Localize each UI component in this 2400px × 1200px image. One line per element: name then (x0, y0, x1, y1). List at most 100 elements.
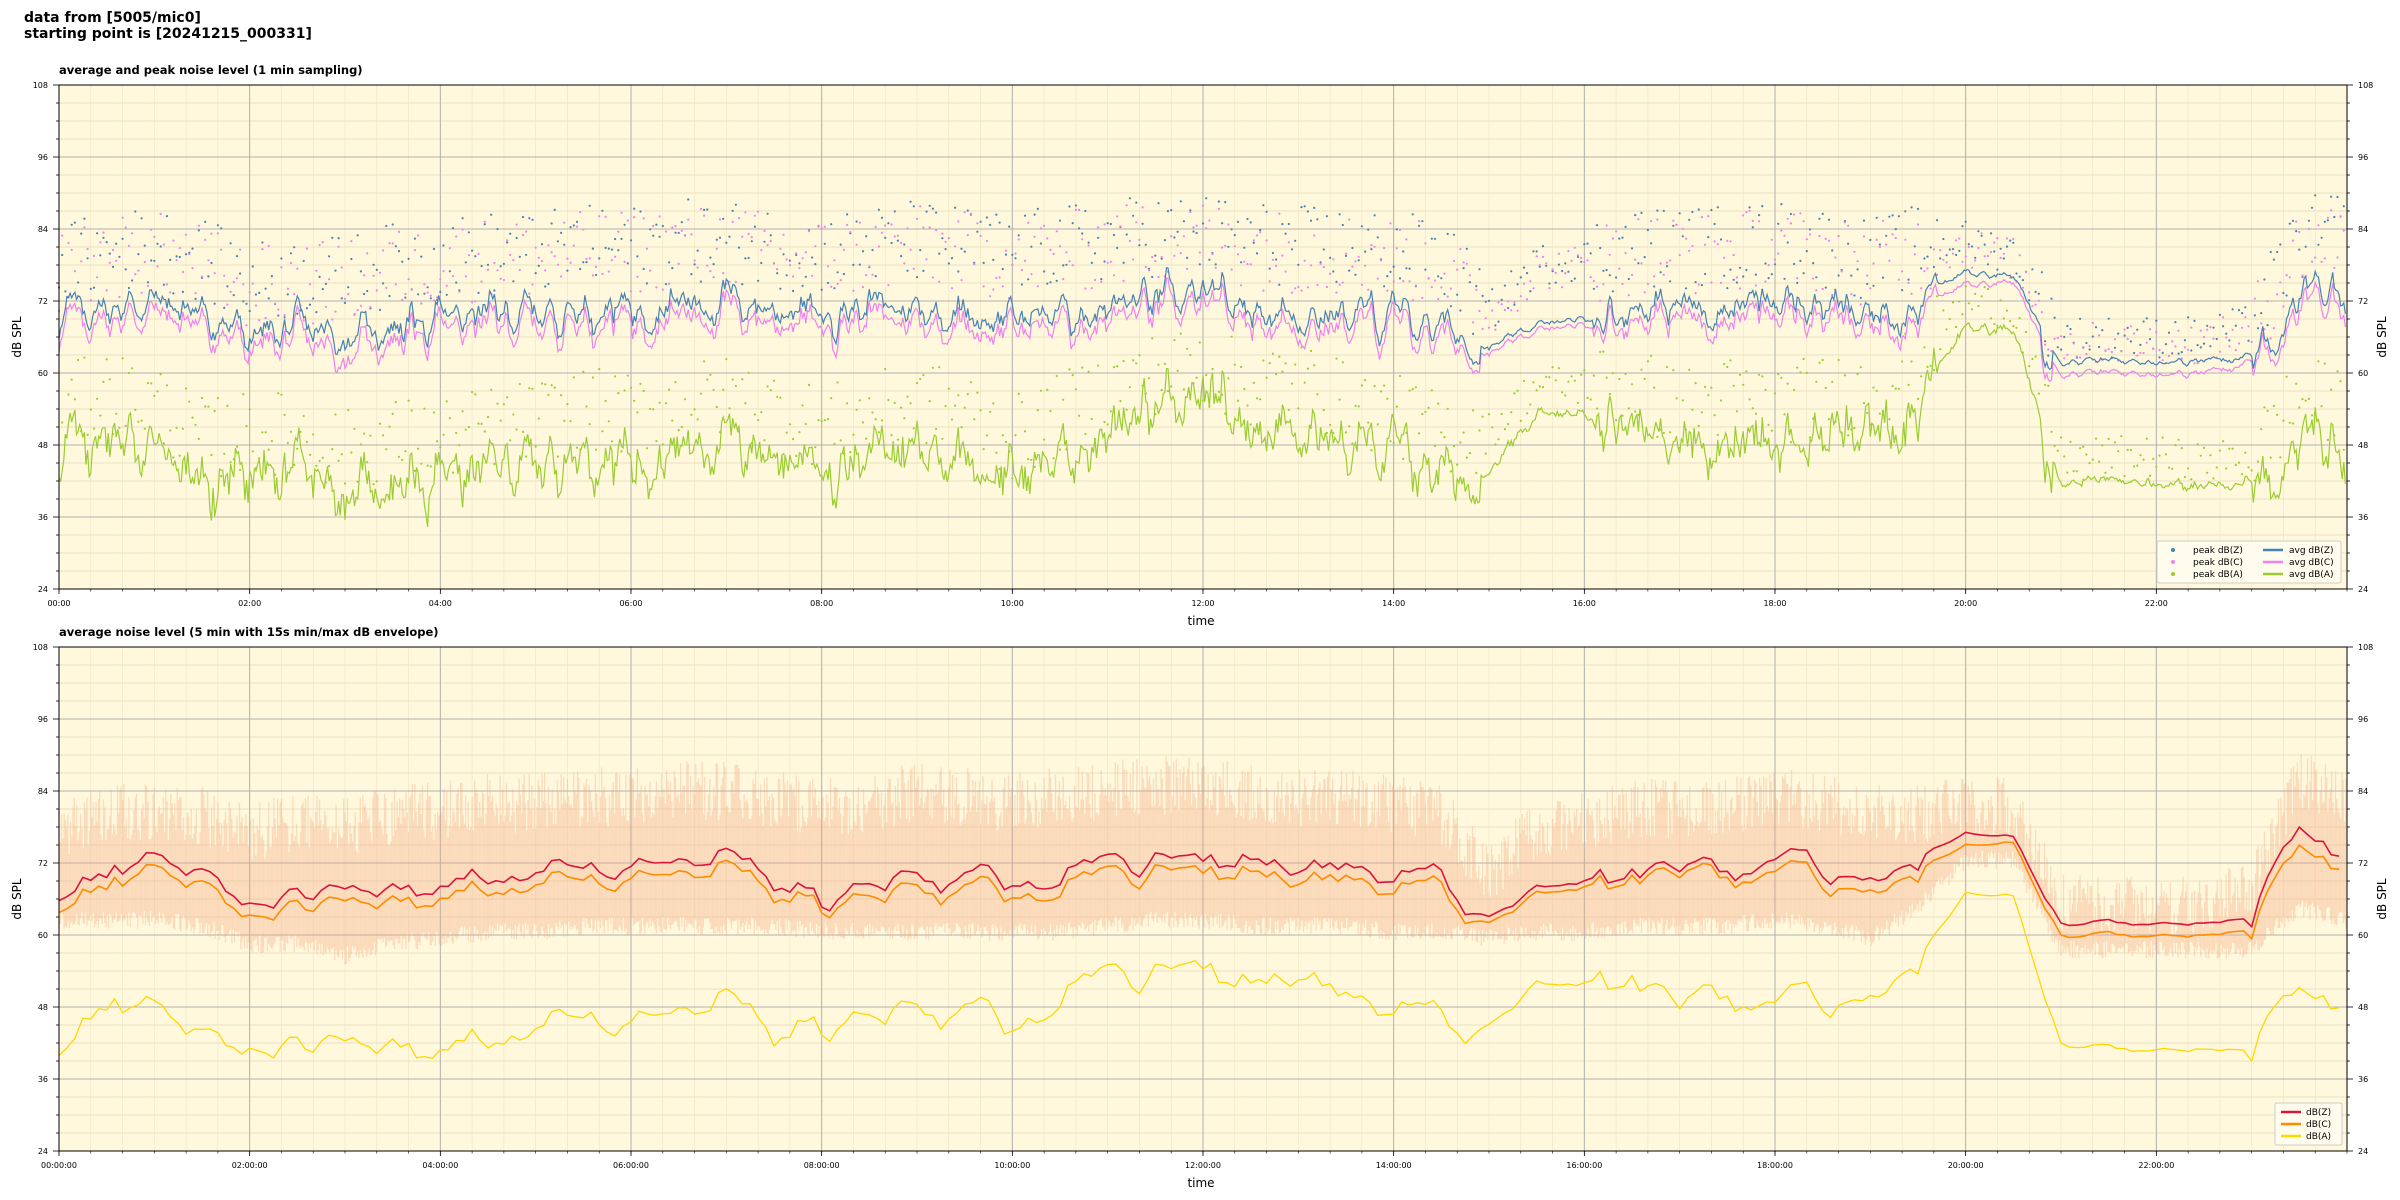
peak-point (865, 235, 868, 238)
peak-point (1561, 269, 1564, 273)
peak-point (477, 252, 480, 255)
peak-point (2015, 272, 2018, 275)
peak-point (1640, 262, 1643, 265)
peak-point (1421, 220, 1424, 223)
peak-point (1872, 284, 1875, 287)
peak-point (1122, 359, 1125, 363)
peak-point (690, 273, 693, 276)
peak-point (1920, 267, 1923, 270)
peak-point (1004, 440, 1008, 444)
peak-point (1936, 219, 1939, 222)
peak-point (1214, 263, 1217, 266)
peak-point (2333, 266, 2336, 269)
peak-point (404, 292, 407, 296)
peak-point (350, 240, 353, 243)
peak-point (359, 270, 362, 273)
peak-point (1462, 261, 1465, 264)
peak-point (563, 221, 566, 224)
peak-point (1252, 381, 1255, 384)
peak-point (664, 402, 668, 405)
peak-point (502, 403, 505, 406)
peak-point (915, 217, 919, 220)
peak-point (556, 263, 560, 266)
peak-point (1462, 431, 1465, 434)
legend-label: dB(A) (2306, 1132, 2331, 1142)
peak-point (2047, 348, 2050, 351)
peak-point (1322, 408, 1325, 412)
peak-point (1329, 423, 1332, 426)
peak-point (2155, 319, 2158, 322)
peak-point (2276, 293, 2279, 296)
peak-point (2180, 351, 2183, 354)
peak-point (1348, 425, 1351, 428)
peak-point (2250, 469, 2253, 472)
peak-point (334, 413, 337, 416)
peak-point (1697, 208, 1700, 211)
peak-point (1967, 302, 1970, 305)
peak-point (1808, 228, 1812, 231)
peak-point (1437, 402, 1440, 405)
peak-point (633, 216, 636, 219)
peak-point (162, 283, 165, 286)
peak-point (283, 413, 286, 416)
peak-point (1379, 390, 1383, 393)
peak-point (474, 255, 477, 258)
peak-point (846, 223, 849, 226)
series-dba-line (58, 891, 2340, 1063)
peak-point (1046, 282, 1049, 285)
peak-point (118, 295, 121, 299)
peak-point (598, 368, 601, 371)
peak-point (1364, 250, 1367, 253)
peak-point (2123, 334, 2126, 337)
peak-point (950, 287, 954, 290)
peak-point (2053, 444, 2056, 447)
peak-point (254, 293, 258, 296)
y-tick-label-right: 24 (2358, 1147, 2368, 1156)
peak-point (2244, 451, 2247, 454)
peak-point (1487, 413, 1491, 416)
peak-point (1160, 256, 1163, 259)
peak-point (995, 213, 998, 216)
peak-point (582, 261, 585, 264)
peak-point (544, 285, 547, 288)
peak-point (2212, 326, 2215, 329)
peak-point (328, 255, 331, 258)
peak-point (1602, 269, 1605, 272)
peak-point (1878, 412, 1881, 415)
peak-point (1071, 222, 1074, 225)
peak-point (1726, 365, 1729, 368)
peak-point (521, 234, 525, 237)
peak-point (1901, 270, 1904, 273)
peak-point (1751, 219, 1754, 222)
peak-point (178, 454, 181, 457)
peak-point (1459, 441, 1462, 444)
peak-point (1233, 245, 1236, 248)
y-tick-label-right: 48 (2358, 1003, 2368, 1012)
peak-point (1376, 236, 1379, 239)
peak-point (1058, 219, 1062, 222)
peak-point (169, 291, 172, 294)
peak-point (1373, 385, 1376, 388)
peak-point (833, 442, 836, 445)
peak-point (1595, 407, 1599, 410)
peak-point (461, 217, 464, 220)
chart-title: average noise level (5 min with 15s min/… (59, 625, 439, 639)
peak-point (1332, 258, 1335, 261)
peak-point (1719, 238, 1723, 241)
peak-point (849, 451, 852, 454)
peak-point (1398, 374, 1402, 378)
peak-point (1758, 220, 1761, 223)
peak-point (1456, 268, 1459, 271)
peak-point (1942, 237, 1945, 241)
peak-point (941, 237, 944, 240)
peak-point (1014, 252, 1017, 255)
peak-point (1008, 225, 1011, 228)
peak-point (1573, 379, 1576, 382)
peak-point (1564, 272, 1567, 275)
peak-point (1707, 236, 1710, 239)
peak-point (880, 231, 884, 234)
peak-point (2196, 443, 2199, 446)
peak-point (973, 263, 976, 266)
peak-point (343, 297, 347, 300)
peak-point (1389, 270, 1392, 273)
